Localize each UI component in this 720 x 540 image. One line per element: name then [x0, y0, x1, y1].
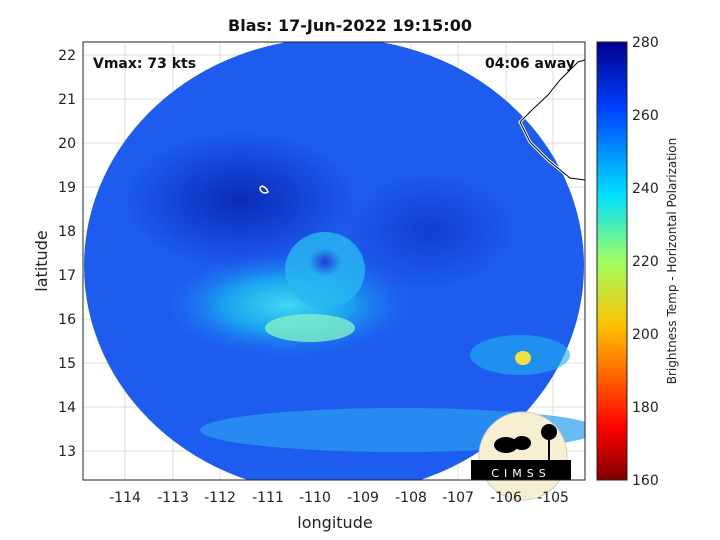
- x-tick: -107: [442, 490, 474, 506]
- x-tick: -114: [109, 490, 141, 506]
- plot-frame: [82, 41, 586, 481]
- y-tick: 18: [58, 224, 76, 240]
- plot-title: Blas: 17-Jun-2022 19:15:00: [228, 16, 472, 35]
- cimss-logo: CIMSS: [471, 411, 571, 501]
- y-tick: 20: [58, 136, 76, 152]
- x-tick: -108: [395, 490, 427, 506]
- x-tick: -109: [347, 490, 379, 506]
- logo-text: CIMSS: [491, 467, 550, 480]
- colorbar-ticks: 280 260 240 220 200 180 160: [632, 35, 659, 489]
- y-tick: 14: [58, 400, 76, 416]
- time-away-label: 04:06 away: [485, 56, 575, 72]
- x-tick: -105: [537, 490, 569, 506]
- colorbar-tick: 260: [632, 108, 659, 124]
- y-tick: 21: [58, 92, 76, 108]
- y-tick: 16: [58, 312, 76, 328]
- warm-spot: [515, 351, 531, 365]
- y-axis-label: latitude: [32, 230, 51, 291]
- y-tick: 22: [58, 48, 76, 64]
- colorbar-tick: 240: [632, 181, 659, 197]
- x-tick: -106: [490, 490, 522, 506]
- x-tick-labels: -114 -113 -112 -111 -110 -109 -108 -107 …: [109, 490, 569, 506]
- colorbar: [596, 41, 628, 481]
- x-tick: -111: [252, 490, 284, 506]
- x-tick: -113: [157, 490, 189, 506]
- x-tick: -110: [299, 490, 331, 506]
- brightness-temp-swath: [84, 42, 585, 480]
- y-tick: 19: [58, 180, 76, 196]
- y-tick: 15: [58, 356, 76, 372]
- colorbar-tick: 220: [632, 254, 659, 270]
- y-tick: 17: [58, 268, 76, 284]
- x-tick: -112: [204, 490, 236, 506]
- colorbar-tick: 180: [632, 400, 659, 416]
- x-axis-label: longitude: [297, 513, 372, 532]
- island: [259, 185, 269, 194]
- colorbar-label: Brightness Temp - Horizontal Polarizatio…: [665, 138, 679, 385]
- colorbar-tick: 160: [632, 473, 659, 489]
- y-tick-labels: 22 21 20 19 18 17 16 15 14 13: [58, 48, 76, 460]
- coastline-outline: [519, 59, 586, 181]
- colorbar-tick: 200: [632, 327, 659, 343]
- vmax-label: Vmax: 73 kts: [93, 56, 196, 72]
- colorbar-tick: 280: [632, 35, 659, 51]
- y-tick: 13: [58, 444, 76, 460]
